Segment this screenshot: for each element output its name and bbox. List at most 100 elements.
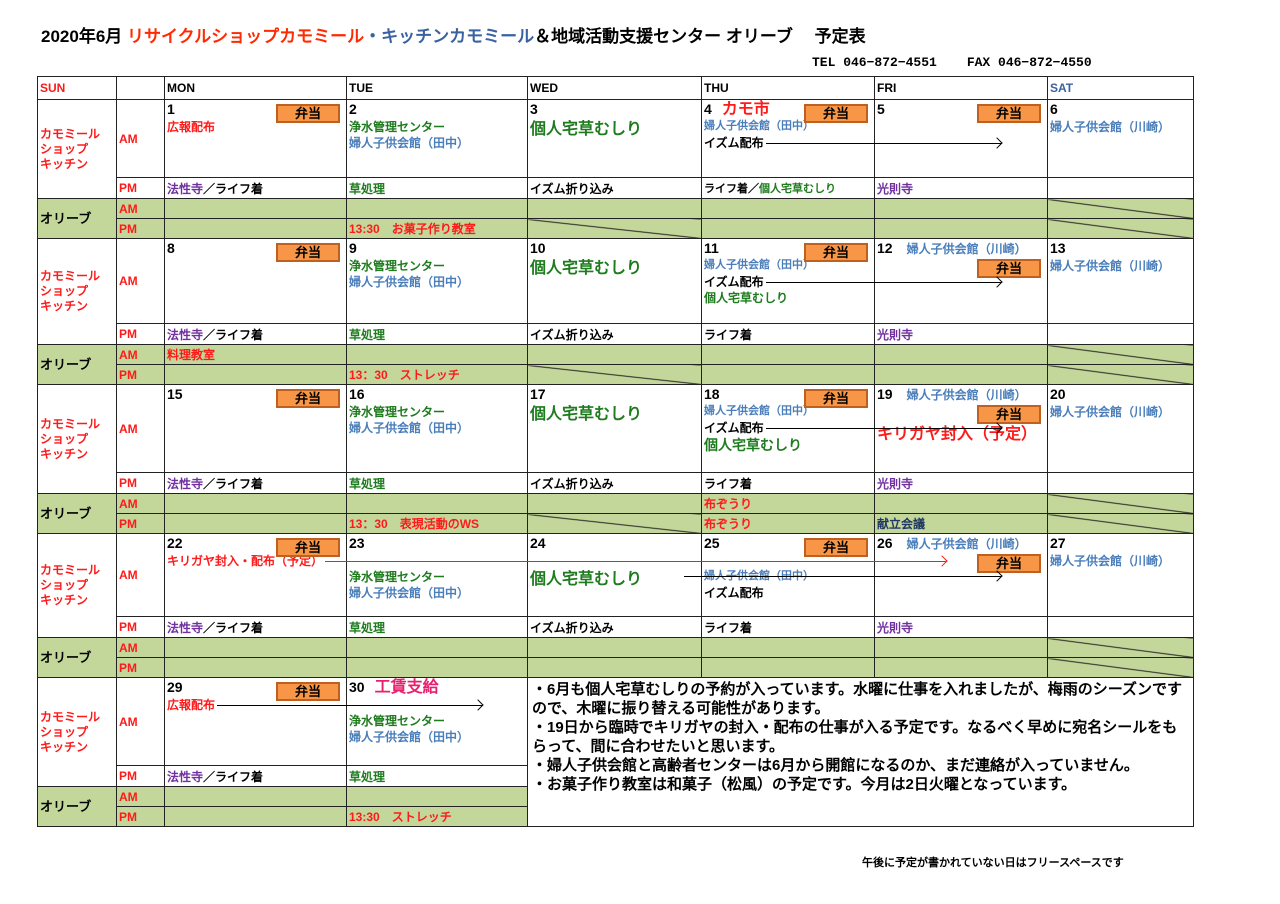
date-number: 22 (167, 535, 183, 551)
am-label: AM (116, 238, 165, 324)
day-header-mon: MON (164, 76, 347, 100)
event-line: イズム配布 (704, 135, 1001, 151)
olive-am-cell (874, 198, 1048, 219)
pm-cell: 法性寺／ライフ着 (164, 616, 347, 638)
arrow-icon (765, 282, 1001, 284)
olive-pm-cell (1047, 364, 1194, 385)
pm-event-text: 法性寺 (167, 181, 204, 196)
group-label-line: ショップ (40, 724, 89, 739)
event-line: 婦人子供会館（田中） (704, 404, 872, 420)
olive-pm-cell (164, 806, 347, 827)
event-text: 婦人子供会館（田中） (704, 405, 814, 417)
pm-event-text: 光則寺 (877, 181, 914, 196)
olive-pm-cell (527, 218, 702, 239)
date-number: 29 (167, 679, 183, 695)
note-line: ・6月も個人宅草むしりの予約が入っています。水曜に仕事を入れましたが、梅雨のシー… (532, 681, 1183, 717)
day-header-fri: FRI (874, 76, 1048, 100)
date-number: 17 (530, 386, 546, 402)
date-number: 5 (877, 101, 885, 117)
olive-pm-cell (1047, 513, 1194, 534)
olive-pm-row: PM 13:30 お菓子作り教室 (38, 218, 1194, 239)
olive-pm-cell (874, 364, 1048, 385)
olive-am-row: オリーブ AM (37, 198, 1194, 239)
am-label: AM (116, 99, 165, 178)
bento-badge: 弁当 (977, 554, 1041, 573)
date-row: 19 婦人子供会館（川崎） (877, 385, 1045, 404)
pm-event-text: ／ライフ着 (203, 620, 264, 635)
pm-cell: 光則寺 (874, 472, 1048, 494)
day-cell: 5 弁当 (874, 99, 1048, 178)
event-line: 婦人子供会館（田中） (349, 729, 525, 745)
day-title: カモ市 (721, 101, 770, 118)
olive-am-cell (527, 344, 702, 365)
pm-event-text: イズム折り込み (530, 181, 614, 196)
title-month: 2020年6月 (41, 27, 127, 46)
olive-am-cell (1047, 344, 1194, 365)
date-row: 3 (530, 100, 699, 119)
date-row: 12 婦人子供会館（川崎） (877, 239, 1045, 258)
day-cell: 11 弁当 婦人子供会館（田中） イズム配布 個人宅草むしり (701, 238, 1001, 324)
group-label-line: ショップ (40, 141, 89, 156)
pm-label: PM (116, 765, 165, 787)
group-label-shop: カモミール ショップ キッチン (37, 384, 117, 494)
olive-am-cell (874, 493, 1048, 514)
event-line: 婦人子供会館（田中） (704, 119, 872, 135)
pm-label: PM (116, 218, 165, 239)
group-label-line: キッチン (40, 156, 89, 171)
event-line: 浄水管理センター (349, 258, 525, 274)
title-separator: ・ (364, 27, 382, 46)
olive-am-cell (874, 637, 1048, 658)
event-text: 個人宅草むしり (530, 121, 643, 138)
group-label-line: カモミール (40, 126, 101, 141)
footer-note: 午後に予定が書かれていない日はフリースペースです (862, 857, 1124, 869)
olive-am-cell (346, 637, 528, 658)
event-text: 浄水管理センター (349, 120, 446, 134)
event-text: 婦人子供会館（川崎） (1050, 405, 1171, 419)
event-text: 婦人子供会館（田中） (349, 136, 470, 150)
bento-badge: 弁当 (276, 104, 340, 123)
event-text: 浄水管理センター (349, 570, 446, 584)
pm-cell: 法性寺／ライフ着 (164, 472, 347, 494)
event-text: イズム配布 (704, 421, 764, 435)
pm-label: PM (116, 616, 165, 638)
event-text: 浄水管理センター (349, 259, 446, 273)
week-am-row: カモミール ショップ キッチン AM 8 弁当 9 浄水管理センター 婦人子供会館（田中） 10 個… (37, 238, 1194, 345)
event-text: イズム配布 (704, 275, 764, 289)
pm-cell: ライフ着 (701, 323, 875, 345)
date-number: 10 (530, 240, 546, 256)
event-line: 個人宅草むしり (704, 290, 872, 306)
bento-badge: 弁当 (804, 243, 868, 262)
event-line: 個人宅草むしり (530, 569, 699, 591)
olive-am-row: オリーブ AM 布ぞうり (37, 493, 1194, 534)
date-row: 24 (530, 534, 699, 553)
pm-cell (1047, 323, 1194, 345)
header-row: SUN MON TUE WED THU FRI SAT (37, 76, 1194, 100)
week-am-row: カモミール ショップ キッチン AM 22 弁当 キリガヤ封入・配布（予定） 23 浄水管理セン… (37, 533, 1194, 638)
event-line: 婦人子供会館（川崎） (1050, 404, 1191, 420)
day-title: 婦人子供会館（川崎） (906, 242, 1027, 256)
day-cell: 13 婦人子供会館（川崎） (1047, 238, 1194, 324)
olive-am-row: オリーブ AM (37, 637, 1194, 678)
note-line: ・お菓子作り教室は和菓子（松風）の予定です。今月は2日火曜となっています。 (532, 776, 1077, 793)
date-number: 1 (167, 101, 175, 117)
date-row: 10 (530, 239, 699, 258)
group-label-line: カモミール (40, 709, 101, 724)
pm-cell (1047, 616, 1194, 638)
date-number: 11 (704, 240, 719, 256)
week-am-row: カモミール ショップ キッチン AM 15 弁当 16 浄水管理センター 婦人子供会館（田中） 1… (37, 384, 1194, 494)
event-text: 広報配布 (167, 120, 216, 134)
olive-pm-cell (164, 218, 347, 239)
group-label-line: カモミール (40, 269, 101, 283)
group-label-line: ショップ (40, 578, 89, 592)
pm-cell: 草処理 (346, 323, 528, 345)
date-row: 4 カモ市 (704, 100, 872, 119)
bento-badge: 弁当 (977, 405, 1041, 424)
date-row: 22 (167, 534, 344, 553)
olive-event-text: 献立会議 (877, 517, 926, 531)
pm-event-text: ／ライフ着 (203, 181, 264, 196)
olive-event-text: 13：30 表現活動のWS (349, 517, 480, 531)
event-line: 広報配布 (167, 119, 344, 135)
event-text: 婦人子供会館（田中） (349, 421, 470, 435)
olive-am-row: オリーブ AM (37, 786, 1194, 827)
date-row: 18 (704, 385, 872, 404)
